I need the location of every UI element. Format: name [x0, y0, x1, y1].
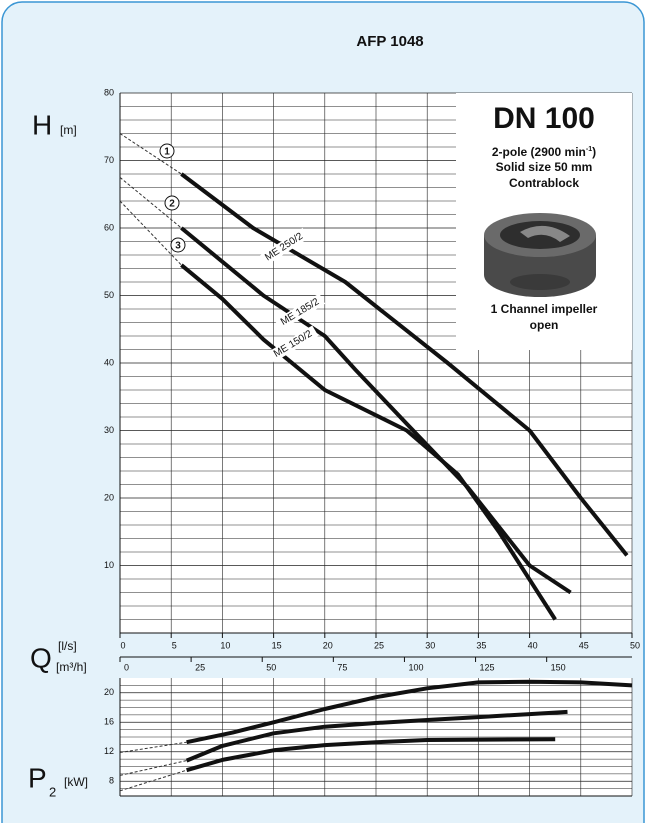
curve-marker — [170, 237, 186, 253]
x2-tick-label: 125 — [480, 662, 495, 672]
curve-label-bg — [258, 227, 310, 267]
x-label: Q — [30, 642, 52, 673]
curve-marker-label: 1 — [164, 147, 170, 158]
y-label: P — [28, 762, 47, 793]
impeller-image — [484, 213, 596, 297]
y-sub: 2 — [49, 784, 56, 799]
x2-tick-label: 50 — [266, 662, 276, 672]
y-tick-label: 8 — [109, 776, 114, 786]
curve-label-bg — [274, 293, 326, 331]
y-tick-label: 40 — [104, 357, 114, 367]
y-unit: [kW] — [64, 775, 88, 789]
info-line: Contrablock — [509, 176, 579, 190]
curve-label-bg — [267, 325, 319, 363]
y-tick-label: 20 — [104, 687, 114, 697]
info-line: open — [530, 318, 559, 332]
y-tick-label: 30 — [104, 425, 114, 435]
curve-extension — [119, 133, 182, 175]
info-box: DN 100 2-pole (2900 min-1) Solid size 50… — [456, 93, 632, 350]
pole-sup: -1 — [586, 146, 592, 153]
info-line: Solid size 50 mm — [496, 160, 593, 174]
chart-title: AFP 1048 — [356, 33, 423, 50]
curve-extension — [119, 760, 187, 776]
curve-marker-label: 3 — [175, 241, 181, 252]
y-tick-label: 80 — [104, 87, 114, 97]
y-tick-label: 70 — [104, 155, 114, 165]
y-unit: [m] — [60, 123, 77, 137]
curve — [180, 172, 629, 557]
curve-extension — [119, 741, 187, 753]
x-unit: [l/s] — [58, 639, 77, 653]
curve — [186, 679, 633, 745]
pole-end: ) — [592, 145, 596, 159]
y-label: H — [32, 109, 52, 140]
x-tick-label: 15 — [272, 640, 282, 650]
x-tick-label: 45 — [579, 640, 589, 650]
axes: 10 20 30 40 50 60 70 80 0 5 10 15 20 25 30 35 40 45 50 0 25 5… — [104, 87, 640, 797]
y-tick-label: 20 — [104, 492, 114, 502]
y-tick-label: 60 — [104, 222, 114, 232]
y-tick-label: 16 — [104, 717, 114, 727]
curve — [180, 226, 572, 595]
x-tick-label: 50 — [630, 640, 640, 650]
info-pole: 2-pole (2900 min-1) — [492, 145, 596, 159]
info-heading: DN 100 — [493, 102, 595, 135]
x-tick-label: 20 — [323, 640, 333, 650]
curve — [180, 263, 557, 621]
curve-marker — [159, 143, 175, 159]
x-tick-label: 10 — [220, 640, 230, 650]
curve-extension — [119, 769, 187, 792]
x-tick-label: 25 — [374, 640, 384, 650]
curve — [185, 709, 568, 763]
x-tick-label: 40 — [528, 640, 538, 650]
x-tick-label: 5 — [172, 640, 177, 650]
x2-tick-label: 150 — [551, 662, 566, 672]
y-tick-label: 50 — [104, 290, 114, 300]
x2-tick-label: 25 — [195, 662, 205, 672]
x-tick-label: 0 — [120, 640, 125, 650]
curve-extension — [119, 177, 182, 229]
curve — [186, 737, 556, 773]
y-tick-label: 10 — [104, 560, 114, 570]
curve-marker — [164, 195, 180, 211]
x2-unit: [m³/h] — [56, 660, 87, 674]
x2-tick-label: 0 — [124, 662, 129, 672]
x-tick-label: 35 — [476, 640, 486, 650]
x2-tick-label: 100 — [408, 662, 423, 672]
y-tick-label: 12 — [104, 746, 114, 756]
x-tick-label: 30 — [425, 640, 435, 650]
curve-marker-label: 2 — [169, 199, 175, 210]
x2-tick-label: 75 — [337, 662, 347, 672]
pole-text: 2-pole (2900 min — [492, 145, 586, 159]
info-line: 1 Channel impeller — [491, 302, 598, 316]
